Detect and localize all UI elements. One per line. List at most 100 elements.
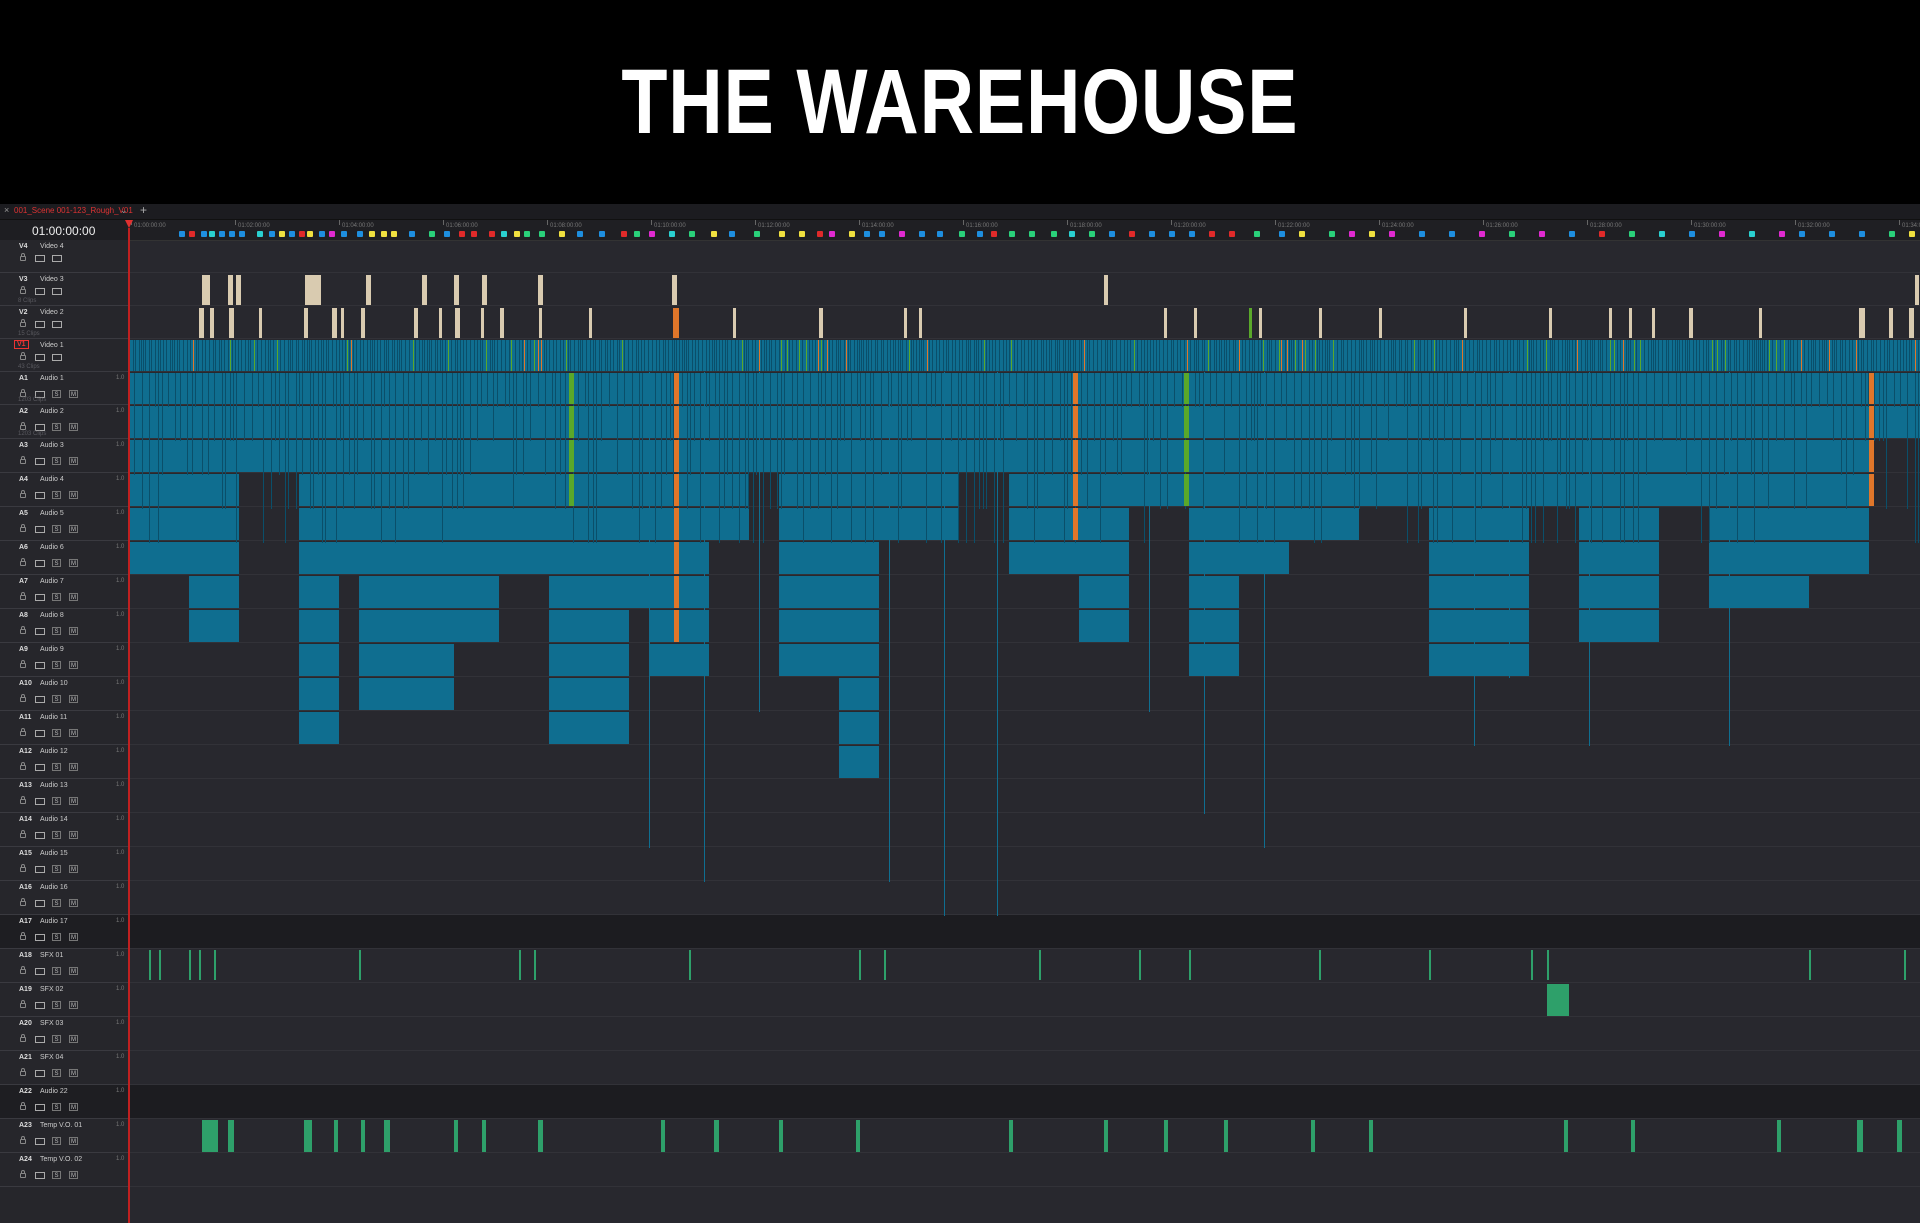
audio-clip-accent[interactable] — [1869, 406, 1874, 438]
video1-clip-edge[interactable] — [900, 340, 901, 371]
solo-button[interactable]: S — [52, 491, 61, 499]
audio-clip-edge[interactable] — [1044, 373, 1045, 475]
audio-clip-edge[interactable] — [1274, 373, 1275, 543]
timeline-marker[interactable] — [864, 231, 870, 237]
video-clip[interactable] — [1104, 275, 1108, 305]
audio-clip[interactable] — [339, 474, 359, 506]
video1-clip-edge[interactable] — [1575, 340, 1576, 371]
video1-clip-edge[interactable] — [427, 340, 428, 371]
video1-clip-edge[interactable] — [1414, 340, 1415, 371]
video-clip[interactable] — [236, 275, 241, 305]
audio-clip-edge[interactable] — [149, 373, 150, 543]
audio-clip-edge[interactable] — [753, 373, 754, 543]
sfx-clip[interactable] — [1904, 950, 1906, 980]
audio-clip[interactable] — [1289, 474, 1359, 506]
audio-clip-edge[interactable] — [325, 373, 326, 543]
audio-clip-edge[interactable] — [1182, 373, 1183, 407]
audio-clip-edge[interactable] — [719, 373, 720, 543]
timeline-marker[interactable] — [649, 231, 655, 237]
video1-clip-edge[interactable] — [1486, 340, 1487, 371]
video1-clip-edge[interactable] — [668, 340, 669, 371]
track-id[interactable]: A5 — [19, 510, 28, 517]
audio-clip-accent[interactable] — [1184, 440, 1189, 472]
video1-clip-edge[interactable] — [1503, 340, 1504, 371]
video1-clip-edge[interactable] — [221, 340, 222, 371]
audio-clip-edge[interactable] — [642, 373, 643, 509]
timeline-marker[interactable] — [319, 231, 325, 237]
audio-clip[interactable] — [299, 610, 339, 642]
audio-clip-edge[interactable] — [477, 373, 478, 441]
audio-clip[interactable] — [129, 440, 189, 472]
auto-select-icon[interactable] — [35, 831, 45, 839]
video1-clip-edge[interactable] — [166, 340, 167, 371]
video1-clip-edge[interactable] — [1887, 340, 1888, 371]
audio-clip-edge[interactable] — [1121, 373, 1122, 475]
auto-select-icon[interactable] — [35, 967, 45, 975]
video1-clip-edge[interactable] — [1822, 340, 1823, 371]
video1-clip-edge[interactable] — [1267, 340, 1268, 371]
audio-clip-edge[interactable] — [446, 373, 447, 475]
timeline-marker[interactable] — [1799, 231, 1805, 237]
timeline-marker[interactable] — [1599, 231, 1605, 237]
timeline-marker[interactable] — [899, 231, 905, 237]
video1-clip-edge[interactable] — [936, 340, 937, 371]
video1-clip-edge[interactable] — [486, 340, 487, 371]
video1-clip-edge[interactable] — [827, 340, 828, 371]
video1-clip-edge[interactable] — [932, 340, 933, 371]
mute-button[interactable]: M — [69, 390, 78, 398]
video1-clip-edge[interactable] — [812, 340, 813, 371]
video1-clip-edge[interactable] — [1116, 340, 1117, 371]
video1-clip-edge[interactable] — [846, 340, 847, 371]
video1-clip-edge[interactable] — [1536, 340, 1537, 371]
auto-select-icon[interactable] — [35, 729, 45, 737]
audio-clip[interactable] — [359, 678, 454, 710]
video1-clip-edge[interactable] — [764, 340, 765, 371]
video1-clip-edge[interactable] — [405, 340, 406, 371]
video1-clip-edge[interactable] — [1743, 340, 1744, 371]
timeline-marker[interactable] — [1029, 231, 1035, 237]
track-id[interactable]: A22 — [19, 1088, 32, 1095]
video1-clip-edge[interactable] — [265, 340, 266, 371]
video1-clip-edge[interactable] — [435, 340, 436, 371]
video1-clip-edge[interactable] — [665, 340, 666, 371]
video-clip[interactable] — [1915, 275, 1919, 305]
video1-clip-edge[interactable] — [198, 340, 199, 371]
video1-clip-edge[interactable] — [466, 340, 467, 371]
video1-clip-edge[interactable] — [692, 340, 693, 371]
audio-clip[interactable] — [549, 576, 629, 608]
video1-clip-edge[interactable] — [304, 340, 305, 371]
audio-clip[interactable] — [339, 542, 359, 574]
video1-clip-edge[interactable] — [1834, 340, 1835, 371]
video1-clip-edge[interactable] — [1391, 340, 1392, 371]
video1-clip-edge[interactable] — [682, 340, 683, 371]
video1-clip-edge[interactable] — [1156, 340, 1157, 371]
audio-clip[interactable] — [1429, 373, 1529, 404]
audio-clip-edge[interactable] — [1388, 373, 1389, 441]
audio-clip[interactable] — [1429, 508, 1529, 540]
audio-clip-edge[interactable] — [1516, 373, 1517, 441]
video1-clip-edge[interactable] — [1327, 340, 1328, 371]
audio-clip-edge[interactable] — [384, 373, 385, 407]
audio-clip[interactable] — [1709, 474, 1809, 506]
audio-clip[interactable] — [189, 440, 239, 472]
timeline-marker[interactable] — [1279, 231, 1285, 237]
video1-clip-edge[interactable] — [863, 340, 864, 371]
vo-clip[interactable] — [1164, 1120, 1168, 1152]
video-clip[interactable] — [305, 275, 321, 305]
video1-clip-edge[interactable] — [1141, 340, 1142, 371]
audio-clip-edge[interactable] — [1301, 373, 1302, 509]
track-name[interactable]: Audio 10 — [40, 680, 68, 687]
track-lane-a13[interactable] — [129, 779, 1920, 813]
video1-clip-edge[interactable] — [652, 340, 653, 371]
video1-clip-edge[interactable] — [929, 340, 930, 371]
audio-clip-edge[interactable] — [1638, 373, 1639, 543]
sfx-clip[interactable] — [1429, 950, 1431, 980]
video1-clip-edge[interactable] — [409, 340, 410, 371]
video1-clip-edge[interactable] — [1055, 340, 1056, 371]
audio-clip[interactable] — [359, 610, 454, 642]
audio-clip-edge[interactable] — [225, 373, 226, 509]
audio-clip-edge[interactable] — [343, 373, 344, 509]
video1-clip-edge[interactable] — [1758, 340, 1759, 371]
audio-clip[interactable] — [1659, 474, 1709, 506]
video1-clip-edge[interactable] — [1730, 340, 1731, 371]
